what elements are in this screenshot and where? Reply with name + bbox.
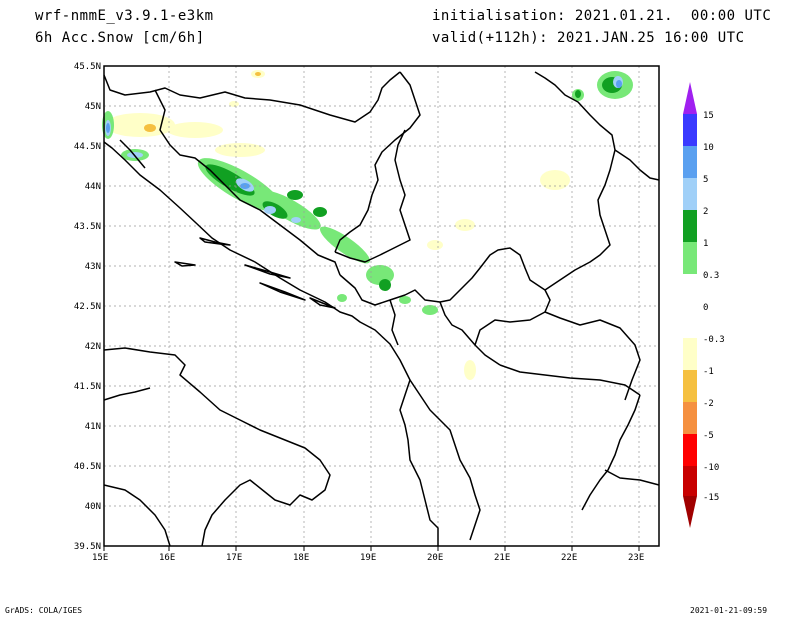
lat-tick-labels: 45.5N 45N 44.5N 44N 43.5N 43N 42.5N 42N … xyxy=(74,62,101,552)
lat-tick: 44.5N xyxy=(74,142,101,152)
colorbar-label: 5 xyxy=(703,175,708,185)
colorbar-labels: 15 10 5 2 1 0.3 0 -0.3 -1 -2 -5 -10 -15 xyxy=(703,111,725,503)
lat-tick: 41.5N xyxy=(74,382,101,392)
lat-tick: 42N xyxy=(85,342,101,352)
colorbar-label: 0 xyxy=(703,303,708,313)
lon-tick: 22E xyxy=(561,553,577,563)
lat-tick: 40N xyxy=(85,502,101,512)
colorbar-label: 1 xyxy=(703,239,708,249)
colorbar-swatch xyxy=(683,210,697,242)
lon-tick: 20E xyxy=(427,553,443,563)
lat-tick: 42.5N xyxy=(74,302,101,312)
colorbar-label: 15 xyxy=(703,111,714,121)
colorbar-swatch xyxy=(683,370,697,402)
valid-time: valid(+112h): 2021.JAN.25 16:00 UTC xyxy=(432,30,745,46)
colorbar-label: -0.3 xyxy=(703,335,725,345)
colorbar xyxy=(683,82,697,528)
lon-tick: 18E xyxy=(293,553,309,563)
lon-tick: 16E xyxy=(159,553,175,563)
map-frame xyxy=(103,65,660,547)
colorbar-label: 2 xyxy=(703,207,708,217)
colorbar-label: -10 xyxy=(703,463,719,473)
lon-tick: 17E xyxy=(226,553,242,563)
colorbar-label: -15 xyxy=(703,493,719,503)
colorbar-swatch xyxy=(683,178,697,210)
lon-tick: 21E xyxy=(494,553,510,563)
lat-tick: 39.5N xyxy=(74,542,101,552)
colorbar-label: -1 xyxy=(703,367,714,377)
colorbar-top-arrow xyxy=(683,82,697,114)
colorbar-swatch xyxy=(683,114,697,146)
snow-field xyxy=(102,70,633,380)
colorbar-swatch xyxy=(683,242,697,274)
lat-tick: 41N xyxy=(85,422,101,432)
field-title: 6h Acc.Snow [cm/6h] xyxy=(35,30,205,46)
lon-tick: 23E xyxy=(628,553,644,563)
lat-tick: 43.5N xyxy=(74,222,101,232)
colorbar-swatch xyxy=(683,146,697,178)
colorbar-swatch xyxy=(683,466,697,496)
colorbar-label: 0.3 xyxy=(703,271,719,281)
colorbar-label: -2 xyxy=(703,399,714,409)
colorbar-swatch xyxy=(683,274,697,338)
footer-credit: GrADS: COLA/IGES xyxy=(5,606,83,615)
footer-timestamp: 2021-01-21-09:59 xyxy=(690,606,768,615)
lat-tick: 44N xyxy=(85,182,101,192)
lat-tick: 40.5N xyxy=(74,462,101,472)
lat-tick: 43N xyxy=(85,262,101,272)
model-title: wrf-nmmE_v3.9.1-e3km xyxy=(35,8,214,24)
lat-tick: 45N xyxy=(85,102,101,112)
colorbar-label: 10 xyxy=(703,143,714,153)
lon-tick-labels: 15E 16E 17E 18E 19E 20E 21E 22E 23E xyxy=(92,553,644,563)
init-time: initialisation: 2021.01.21. 00:00 UTC xyxy=(432,8,772,24)
coastline-borders xyxy=(103,71,660,547)
lon-tick: 19E xyxy=(360,553,376,563)
colorbar-swatch xyxy=(683,338,697,370)
colorbar-bottom-arrow xyxy=(683,496,697,528)
colorbar-swatch xyxy=(683,434,697,466)
colorbar-swatch xyxy=(683,402,697,434)
lon-tick: 15E xyxy=(92,553,108,563)
colorbar-label: -5 xyxy=(703,431,714,441)
lat-tick: 45.5N xyxy=(74,62,101,72)
grid-lines xyxy=(104,66,659,546)
